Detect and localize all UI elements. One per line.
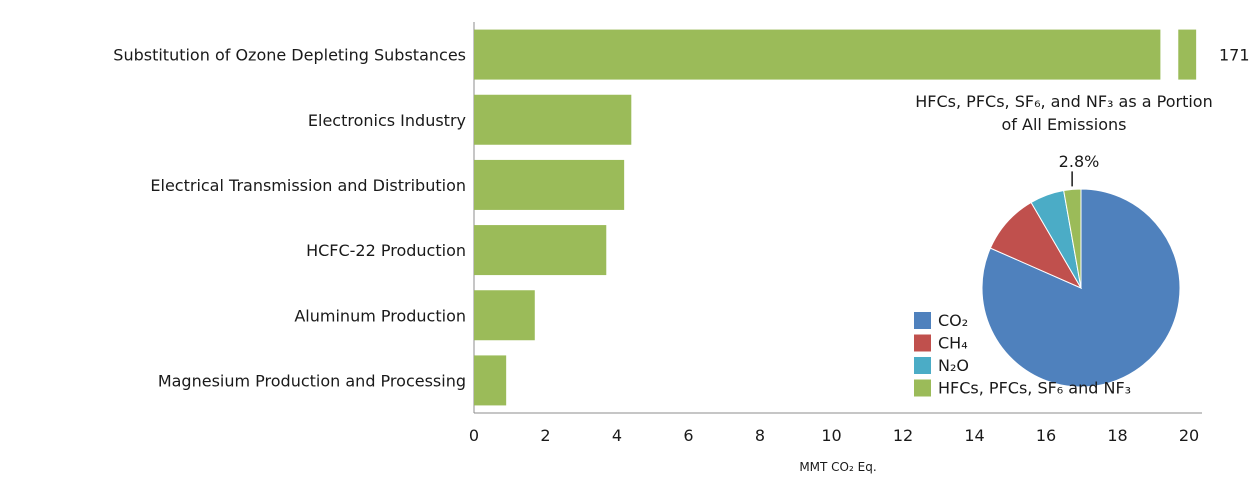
pie-title-line-1: HFCs, PFCs, SF₆, and NF₃ as a Portion	[915, 92, 1212, 111]
bar-chart: Substitution of Ozone Depleting Substanc…	[113, 22, 1250, 445]
x-tick-label: 6	[683, 426, 693, 445]
bar	[474, 290, 535, 341]
legend-swatch	[914, 334, 931, 352]
legend-label: CO₂	[938, 311, 968, 330]
data-label: 171	[1219, 46, 1250, 65]
category-label: Electronics Industry	[308, 111, 466, 130]
category-label: Magnesium Production and Processing	[158, 371, 466, 390]
legend-label: N₂O	[938, 356, 969, 375]
legend-label: CH₄	[938, 334, 968, 353]
pie-title-line-2: of All Emissions	[1002, 115, 1127, 134]
x-tick-label: 12	[893, 426, 913, 445]
pie-slice	[1063, 188, 1082, 289]
bar	[474, 225, 607, 276]
x-axis-label: MMT CO₂ Eq.	[799, 460, 876, 474]
bar	[474, 94, 632, 145]
x-tick-label: 20	[1179, 426, 1199, 445]
pie-chart: 2.8%	[981, 152, 1181, 388]
category-label: HCFC-22 Production	[306, 241, 466, 260]
category-label: Electrical Transmission and Distribution	[150, 176, 466, 195]
x-tick-label: 0	[469, 426, 479, 445]
x-tick-label: 10	[821, 426, 841, 445]
legend-label: HFCs, PFCs, SF₆ and NF₃	[938, 379, 1131, 398]
pie-legend: CO₂ CH₄ N₂O HFCs, PFCs, SF₆ and NF₃	[914, 311, 1131, 398]
x-tick-label: 8	[755, 426, 765, 445]
x-tick-label: 16	[1036, 426, 1056, 445]
x-tick-label: 4	[612, 426, 622, 445]
x-tick-label: 14	[964, 426, 984, 445]
bar	[474, 29, 1161, 80]
category-label: Substitution of Ozone Depleting Substanc…	[113, 46, 466, 65]
x-tick-label: 2	[540, 426, 550, 445]
category-label: Aluminum Production	[294, 306, 466, 325]
x-tick-label: 18	[1107, 426, 1127, 445]
legend-swatch	[914, 312, 931, 329]
bar	[474, 159, 625, 210]
bar	[474, 355, 507, 406]
pie-callout-label: 2.8%	[1059, 152, 1100, 171]
legend-swatch	[914, 379, 931, 397]
legend-swatch	[914, 357, 931, 374]
bar-break-segment	[1178, 29, 1197, 80]
